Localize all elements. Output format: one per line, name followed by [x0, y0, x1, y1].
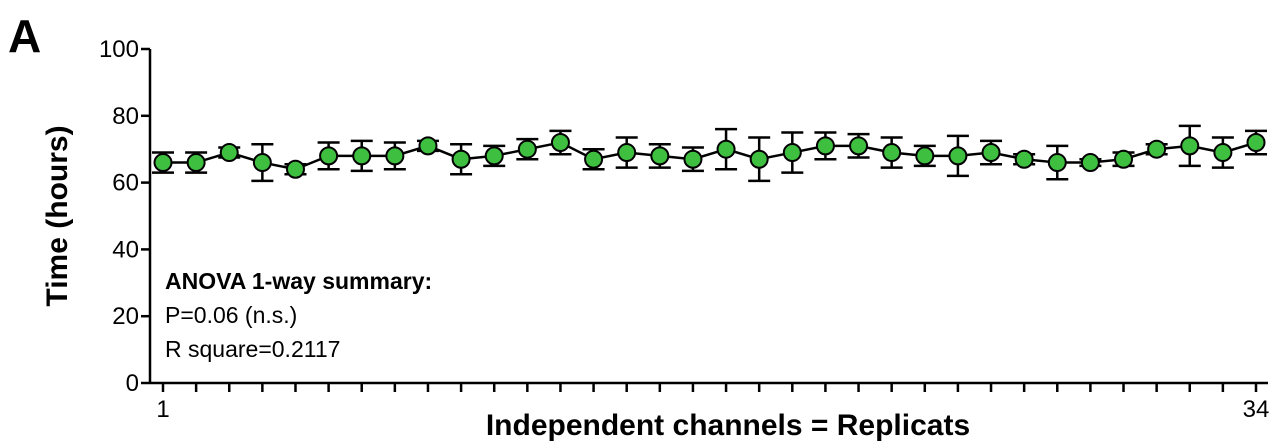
- y-axis-title: Time (hours): [41, 125, 74, 306]
- data-point: [484, 146, 504, 166]
- data-point: [849, 136, 869, 156]
- x-tick-label: 1: [156, 396, 169, 423]
- data-point: [186, 153, 206, 173]
- data-point: [550, 133, 570, 153]
- data-point: [252, 153, 272, 173]
- data-point: [1213, 143, 1233, 163]
- y-tick-label: 60: [112, 170, 139, 197]
- anova-p-value: P=0.06 (n.s.): [165, 302, 297, 328]
- data-point: [418, 136, 438, 156]
- data-point: [749, 149, 769, 169]
- x-tick-label: 34: [1243, 396, 1270, 423]
- data-point: [617, 143, 637, 163]
- y-tick-label: 40: [112, 236, 139, 263]
- x-axis: 1 34: [150, 381, 1270, 423]
- data-point: [319, 146, 339, 166]
- data-point: [915, 146, 935, 166]
- data-point: [1114, 149, 1134, 169]
- y-tick-label: 0: [126, 370, 139, 397]
- data-point: [285, 159, 305, 179]
- data-point: [683, 149, 703, 169]
- data-point: [1047, 153, 1067, 173]
- data-point: [716, 139, 736, 159]
- y-tick-label: 20: [112, 303, 139, 330]
- series: [152, 124, 1267, 183]
- data-point: [385, 146, 405, 166]
- data-point: [1014, 149, 1034, 169]
- data-point: [782, 143, 802, 163]
- anova-r-square: R square=0.2117: [165, 336, 340, 362]
- data-point: [584, 149, 604, 169]
- panel-label: A: [8, 10, 41, 62]
- y-axis: 0 20 40 60 80 100: [99, 36, 152, 397]
- y-tick-label: 80: [112, 103, 139, 130]
- data-point: [1080, 153, 1100, 173]
- x-axis-title: Independent channels = Replicats: [486, 409, 970, 441]
- data-point: [153, 153, 173, 173]
- data-point: [1180, 136, 1200, 156]
- data-point: [948, 146, 968, 166]
- data-point: [352, 146, 372, 166]
- data-point: [882, 143, 902, 163]
- series-line: [163, 141, 1257, 171]
- data-point: [1246, 133, 1266, 153]
- data-point: [451, 149, 471, 169]
- y-tick-label: 100: [99, 36, 139, 63]
- anova-title: ANOVA 1-way summary:: [165, 268, 432, 294]
- anova-annotation: ANOVA 1-way summary: P=0.06 (n.s.) R squ…: [165, 268, 432, 362]
- data-point: [650, 146, 670, 166]
- data-point: [981, 143, 1001, 163]
- data-point: [815, 136, 835, 156]
- data-point: [219, 143, 239, 163]
- data-point: [1147, 139, 1167, 159]
- data-point: [517, 139, 537, 159]
